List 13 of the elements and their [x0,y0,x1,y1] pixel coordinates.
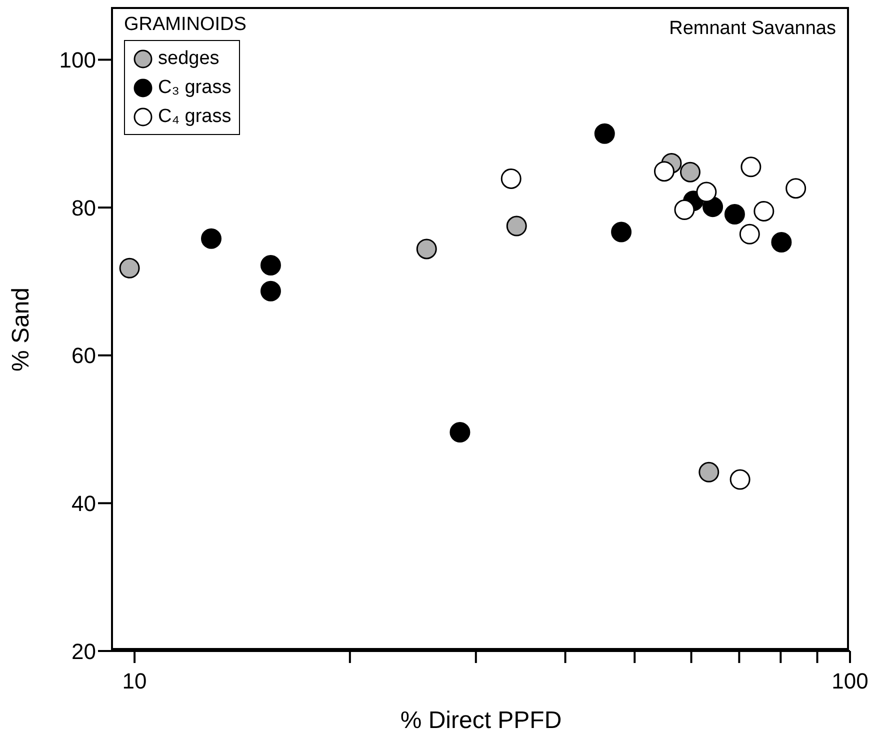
x-tick-label: 10 [122,668,147,694]
legend-label: C₃ grass [158,76,232,100]
legend-label: sedges [158,47,220,71]
y-tick-label: 80 [72,195,96,220]
y-tick-label: 100 [59,48,96,73]
y-tick-label: 60 [72,343,96,368]
legend-label: C₄ grass [158,105,232,129]
y-axis-title: % Sand [8,287,35,372]
annotation: Remnant Savannas [669,18,836,40]
y-tick-label: 20 [72,638,96,664]
y-tick-label: 40 [72,490,96,516]
legend-title: GRAMINOIDS [124,14,246,36]
x-axis-title: % Direct PPFD [400,707,562,732]
